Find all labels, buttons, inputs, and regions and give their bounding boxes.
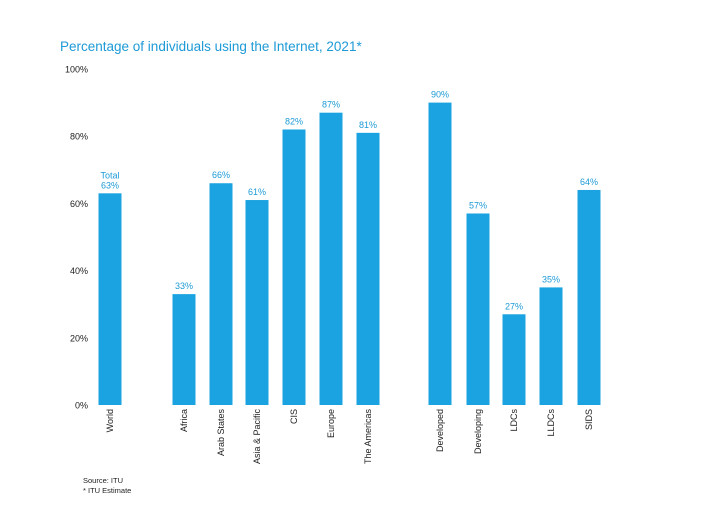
bar: [245, 200, 269, 405]
bar: [539, 287, 563, 405]
estimate-note: * ITU Estimate: [83, 486, 132, 495]
data-label: 87%: [322, 100, 340, 110]
category-label: Asia & Pacific: [252, 409, 262, 465]
annotation-label: Total: [100, 170, 119, 180]
category-label: Africa: [179, 409, 189, 432]
bar: [428, 102, 452, 405]
y-tick-label: 100%: [65, 65, 88, 75]
data-label: 81%: [359, 120, 377, 130]
category-label: Europe: [326, 409, 336, 438]
data-label: 61%: [248, 187, 266, 197]
bar: [98, 193, 122, 405]
category-label: Developed: [435, 409, 445, 452]
y-tick-label: 0%: [75, 401, 88, 411]
category-label: LLDCs: [546, 409, 556, 437]
source-note: Source: ITU: [83, 476, 124, 485]
data-label: 35%: [542, 274, 560, 284]
category-label: World: [105, 409, 115, 432]
bar: [319, 112, 343, 406]
data-label: 33%: [175, 281, 193, 291]
data-label: 82%: [285, 116, 303, 126]
category-label: The Americas: [363, 409, 373, 465]
bar: [209, 183, 233, 405]
category-label: CIS: [289, 409, 299, 424]
y-tick-label: 20%: [70, 333, 88, 343]
bar: [466, 213, 490, 405]
data-label: 27%: [505, 301, 523, 311]
data-label: 57%: [469, 200, 487, 210]
bar: [282, 129, 306, 406]
chart-title: Percentage of individuals using the Inte…: [60, 39, 362, 54]
category-label: SIDS: [584, 409, 594, 430]
category-label: Developing: [473, 409, 483, 454]
data-label: 63%: [101, 180, 119, 190]
bar: [172, 294, 196, 405]
bar: [502, 314, 526, 405]
data-label: 90%: [431, 90, 449, 100]
bar: [356, 132, 380, 405]
data-label: 66%: [212, 170, 230, 180]
data-label: 64%: [580, 177, 598, 187]
y-tick-label: 80%: [70, 132, 88, 142]
y-tick-label: 60%: [70, 199, 88, 209]
bar: [577, 189, 601, 405]
category-label: LDCs: [509, 409, 519, 432]
y-tick-label: 40%: [70, 266, 88, 276]
category-label: Arab States: [216, 409, 226, 457]
